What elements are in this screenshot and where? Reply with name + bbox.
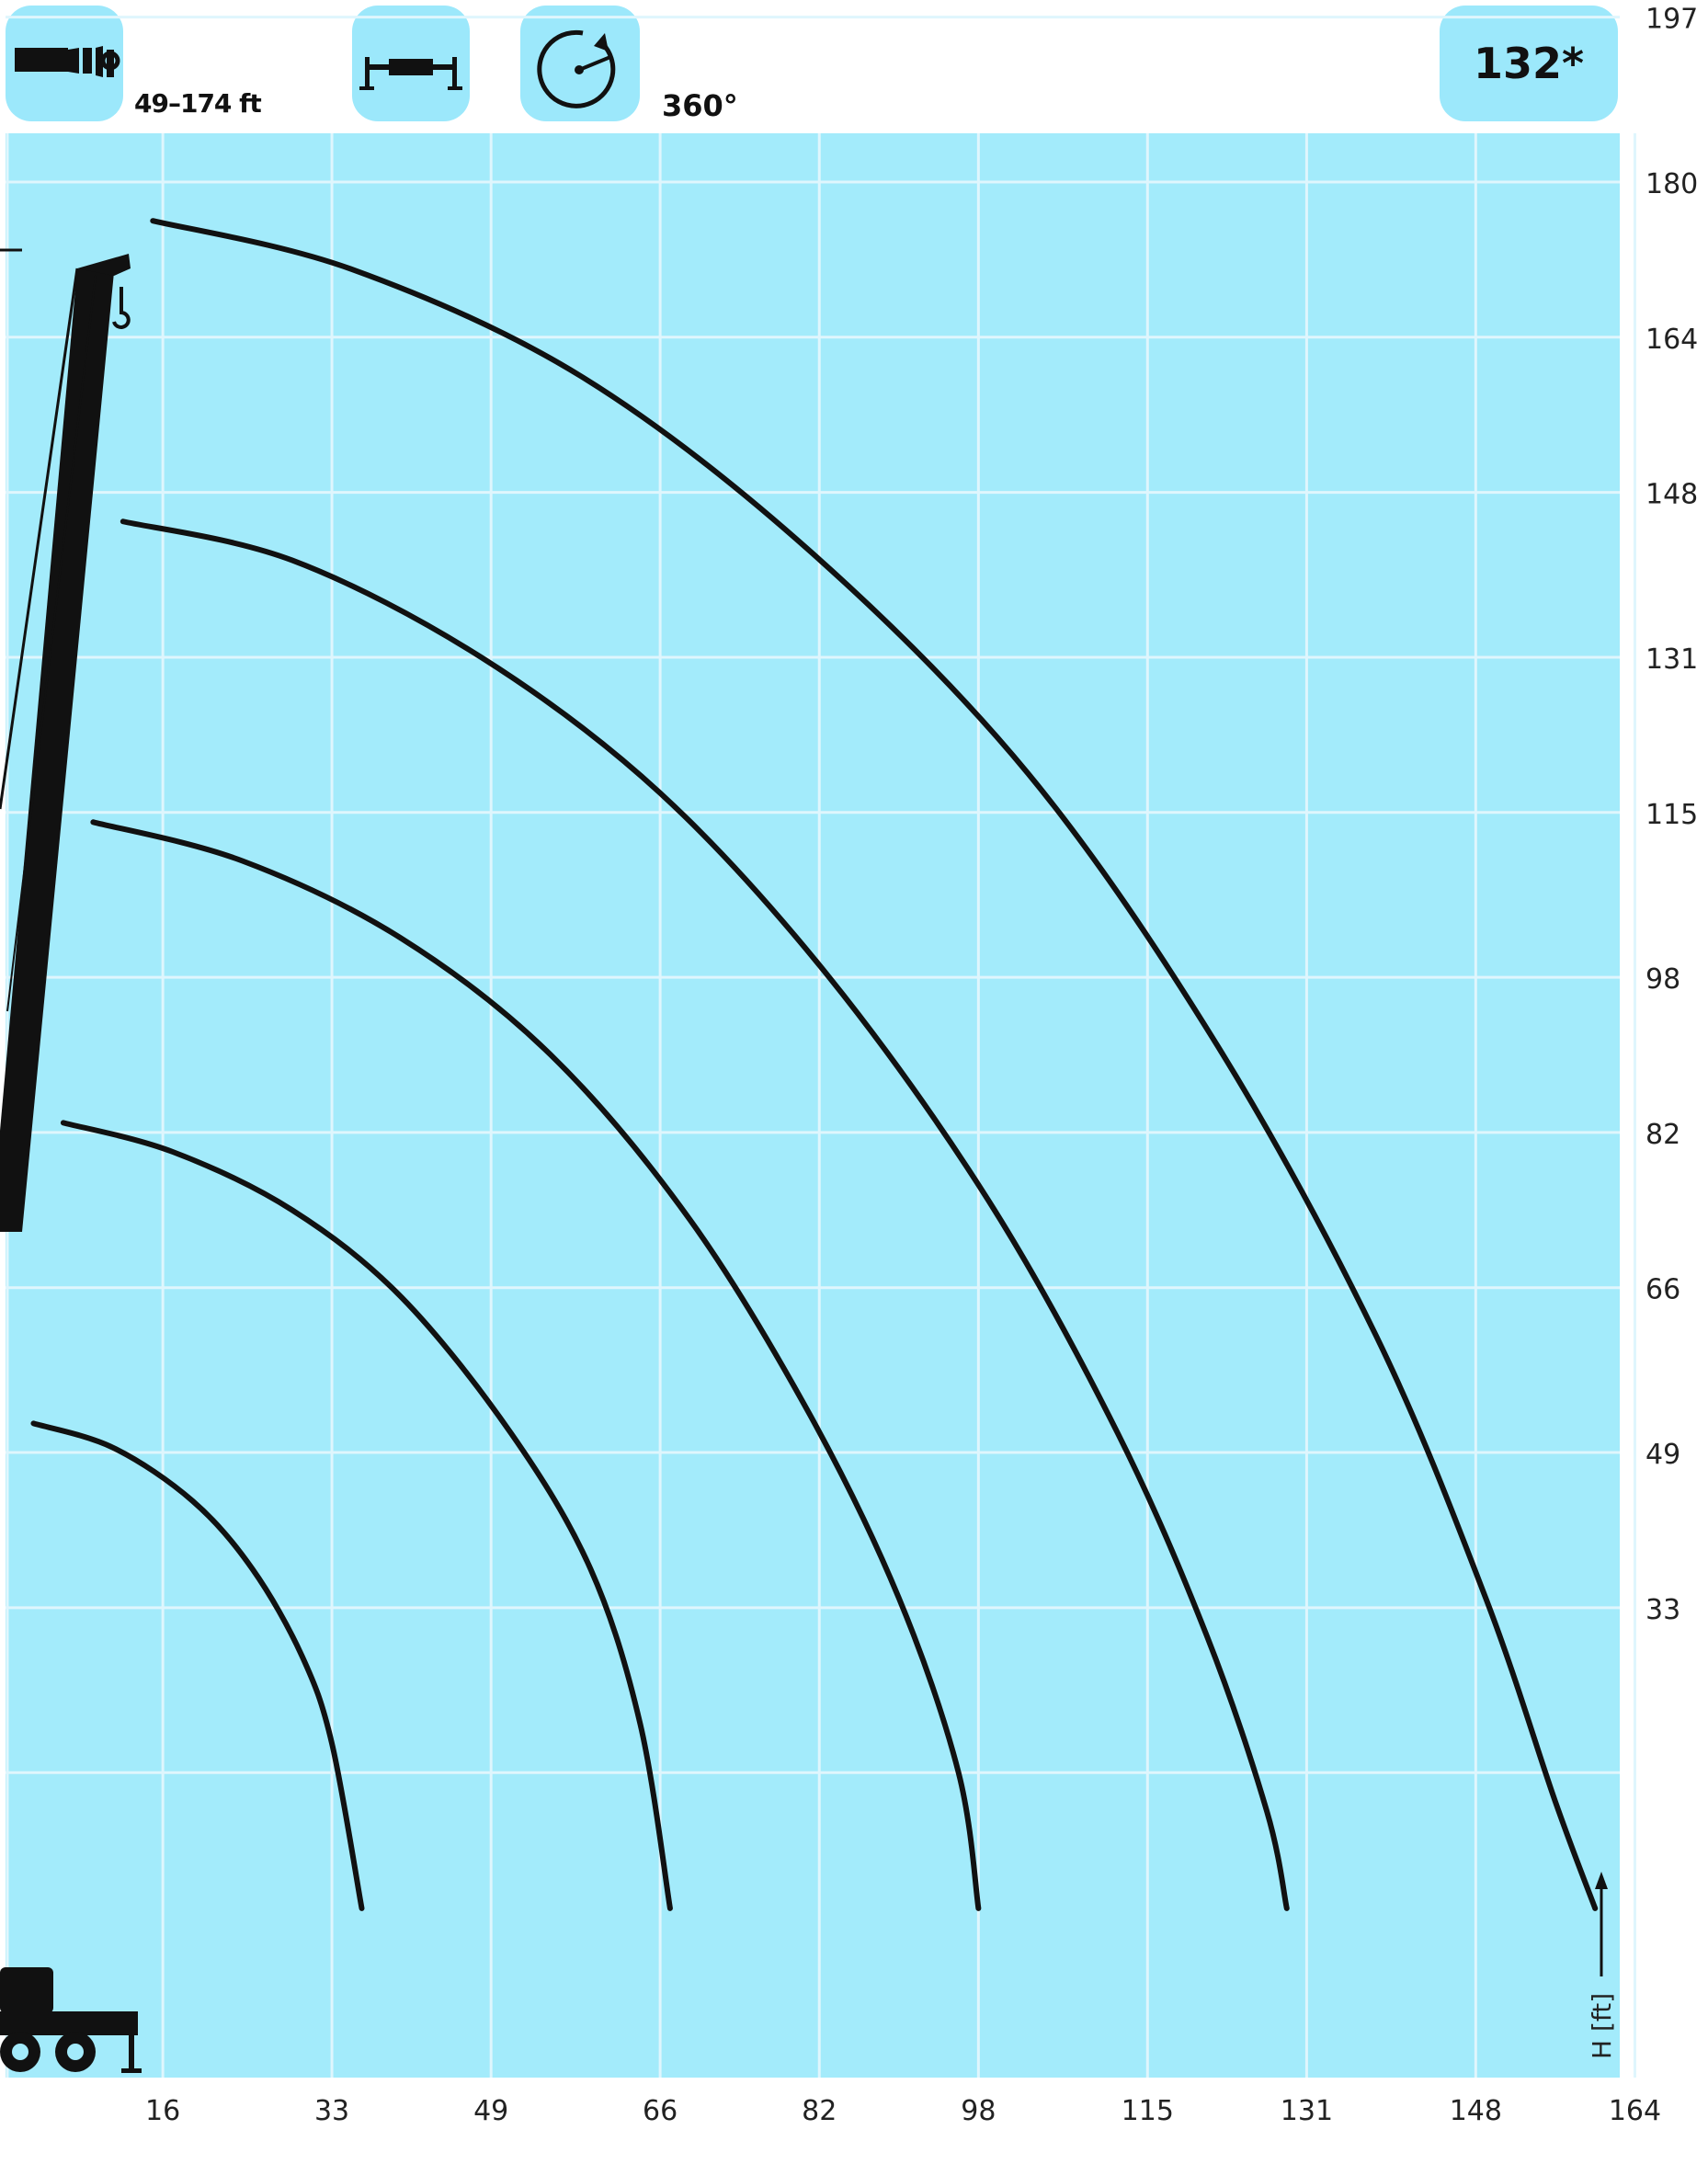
y-axis-arrow-head [1595, 1872, 1608, 1889]
crane-outrigger [129, 2022, 134, 2068]
crane-chassis [0, 2011, 138, 2035]
x-tick-label: 115 [1122, 2095, 1174, 2127]
crane-wheel-hub [12, 2044, 28, 2060]
slew-rotation-icon [537, 29, 616, 108]
x-tick-label: 131 [1281, 2095, 1333, 2127]
boom-range-label: 49–174 ft [134, 88, 262, 119]
range-curve-1 [30, 1420, 365, 1911]
capacity-badge: 132* [1440, 6, 1618, 121]
boom-head [77, 254, 131, 276]
range-curve-4 [120, 518, 1290, 1911]
capacity-value: 132* [1473, 39, 1585, 88]
range-curve-2 [60, 1120, 673, 1911]
y-axis-label-group: H [ft] [1587, 1872, 1617, 2059]
y-tick-label: 148 [1645, 479, 1698, 511]
range-curves [30, 218, 1599, 1911]
range-curve-5 [150, 218, 1599, 1911]
crane-boom [0, 268, 114, 1232]
slew-badge [520, 6, 640, 121]
x-tick-label: 148 [1450, 2095, 1502, 2127]
hook-icon [112, 287, 131, 329]
outrigger-badge [352, 6, 470, 121]
y-tick-label: 82 [1645, 1119, 1680, 1151]
boom-cable [6, 275, 97, 1012]
y-tick-label: 180 [1645, 168, 1698, 200]
x-tick-label: 164 [1609, 2095, 1661, 2127]
y-tick-label: 197 [1645, 4, 1698, 36]
x-tick-label: 49 [473, 2095, 508, 2127]
y-tick-label: 33 [1645, 1594, 1680, 1626]
crane-wheel-hub [67, 2044, 84, 2060]
y-tick-label: 66 [1645, 1274, 1680, 1306]
x-tick-label: 33 [314, 2095, 349, 2127]
y-tick-label: 115 [1645, 799, 1698, 831]
crane-cab [0, 1967, 53, 2013]
y-tick-label: 49 [1645, 1439, 1680, 1471]
x-tick-label: 82 [802, 2095, 837, 2127]
plot-background [6, 133, 1620, 2078]
x-tick-label: 66 [643, 2095, 678, 2127]
y-axis-label: H [ft] [1587, 1993, 1617, 2059]
slew-angle-label: 360° [662, 88, 738, 123]
crane-illustration [0, 248, 142, 2073]
x-tick-label: 98 [961, 2095, 996, 2127]
telescopic-boom-icon [15, 46, 120, 77]
x-tick-label: 16 [145, 2095, 180, 2127]
y-tick-label: 131 [1645, 644, 1698, 676]
y-tick-label: 98 [1645, 963, 1680, 996]
outrigger-icon [359, 57, 462, 90]
boom-cable [0, 268, 79, 810]
range-curve-3 [90, 819, 982, 1911]
y-tick-label: 164 [1645, 324, 1698, 356]
boom-length-badge [6, 6, 123, 121]
crane-outrigger-pad [121, 2068, 142, 2073]
x-axis-ticks: 16 33 49 66 82 98 115 131 148 164 [145, 2095, 1661, 2127]
y-axis-ticks: 33 49 66 82 98 115 131 148 164 180 197 [1645, 4, 1698, 1626]
